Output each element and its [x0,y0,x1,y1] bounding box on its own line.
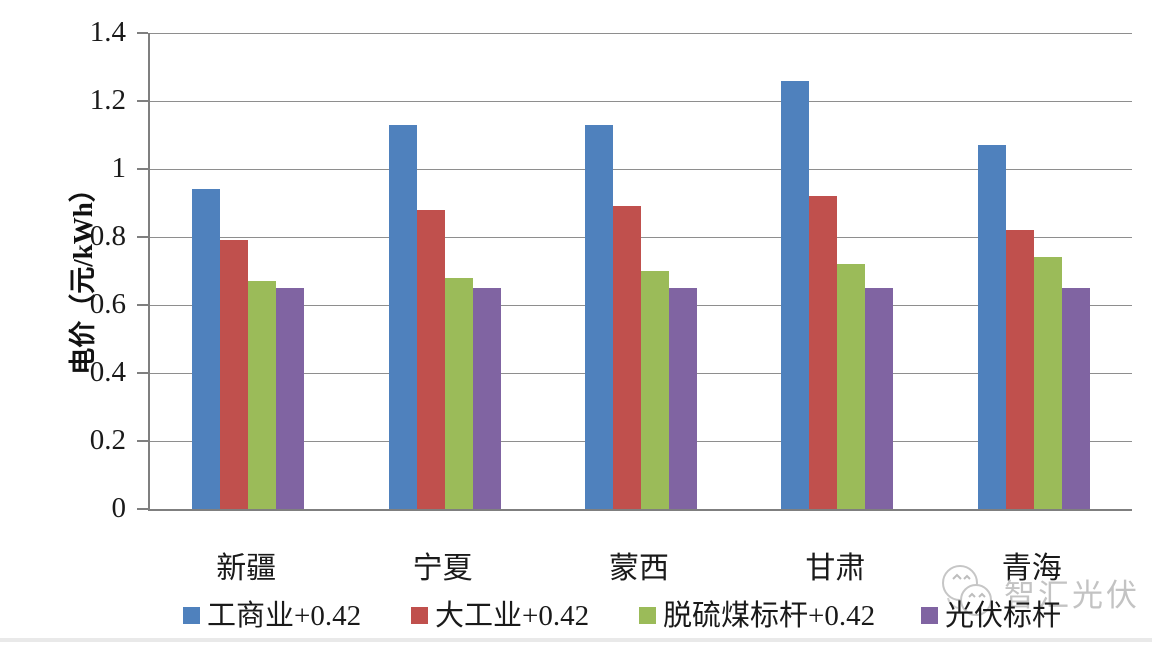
y-tick-mark [137,440,148,442]
y-tick-label: 0.2 [89,424,126,456]
bar-青海-脱硫煤标杆+0.42 [1033,257,1062,509]
bar-甘肃-工商业+0.42 [781,80,810,509]
y-tick-mark [137,32,148,34]
y-tick-label: 1.4 [89,16,126,48]
y-tick-mark [137,304,148,306]
gridline [150,169,1132,170]
bar-青海-大工业+0.42 [1005,230,1034,509]
gridline [150,33,1132,34]
y-tick-label: 1.2 [89,84,126,116]
y-tick-mark [137,100,148,102]
plot-area [148,33,1132,511]
x-axis-label-甘肃: 甘肃 [805,552,866,585]
legend-swatch-icon [183,607,200,624]
page-bottom-strip [0,638,1152,642]
bar-蒙西-脱硫煤标杆+0.42 [641,271,669,509]
bar-蒙西-工商业+0.42 [585,124,613,509]
bar-宁夏-光伏标杆 [472,288,501,509]
x-axis-label-宁夏: 宁夏 [412,552,473,585]
bar-青海-光伏标杆 [1061,288,1090,509]
bar-蒙西-光伏标杆 [669,288,697,509]
y-tick-mark [137,508,148,510]
bar-新疆-光伏标杆 [276,288,305,509]
x-axis-label-蒙西: 蒙西 [609,552,669,585]
y-tick-label: 0.8 [89,220,126,252]
bar-宁夏-大工业+0.42 [416,209,445,509]
bar-甘肃-脱硫煤标杆+0.42 [837,264,866,509]
legend-swatch-icon [411,607,428,624]
x-axis-label-青海: 青海 [1001,552,1062,585]
bar-新疆-大工业+0.42 [220,240,249,509]
y-tick-mark [137,372,148,374]
legend-item: 脱硫煤标杆+0.42 [639,600,875,632]
bar-新疆-脱硫煤标杆+0.42 [248,281,277,509]
legend-swatch-icon [921,607,938,624]
y-tick-label: 0.6 [89,288,126,320]
y-tick-label: 0 [111,492,127,524]
legend-swatch-icon [639,607,656,624]
x-axis-label-新疆: 新疆 [216,552,277,585]
legend-label: 工商业+0.42 [207,600,362,632]
bar-新疆-工商业+0.42 [192,189,221,509]
legend-item: 大工业+0.42 [411,600,589,632]
bar-宁夏-工商业+0.42 [388,124,417,509]
bar-甘肃-大工业+0.42 [809,196,838,509]
bar-甘肃-光伏标杆 [865,288,894,509]
y-tick-label: 0.4 [89,356,126,388]
bar-青海-工商业+0.42 [977,145,1006,509]
gridline [150,237,1132,238]
y-tick-mark [137,168,148,170]
y-tick-label: 1 [111,152,127,184]
bar-宁夏-脱硫煤标杆+0.42 [444,277,473,509]
legend-label: 脱硫煤标杆+0.42 [663,600,876,632]
legend-item: 工商业+0.42 [183,600,361,632]
y-tick-mark [137,236,148,238]
legend-item: 光伏标杆 [921,600,1061,632]
bar-蒙西-大工业+0.42 [613,206,641,509]
legend-label: 光伏标杆 [945,600,1062,632]
gridline [150,101,1132,102]
legend-label: 大工业+0.42 [435,600,590,632]
